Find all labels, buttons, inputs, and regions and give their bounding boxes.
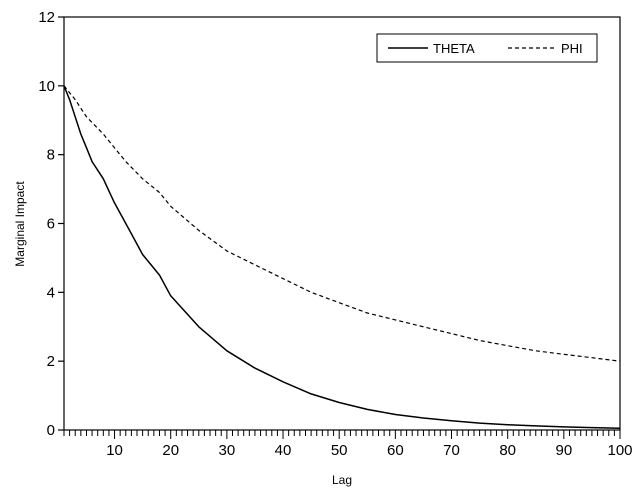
- x-tick-label: 80: [499, 442, 516, 459]
- x-tick-label: 30: [219, 442, 236, 459]
- x-tick-label: 60: [387, 442, 404, 459]
- y-axis: 0 2 4 6 8 10 12: [38, 9, 64, 439]
- y-tick-label: 4: [47, 284, 55, 301]
- x-axis-title: Lag: [332, 473, 352, 487]
- x-tick-label: 40: [275, 442, 292, 459]
- legend-label-phi: PHI: [561, 41, 583, 56]
- y-tick-label: 8: [47, 147, 55, 164]
- series-line-theta: [63, 85, 621, 430]
- y-axis-title: Marginal Impact: [13, 181, 27, 267]
- series-line-phi: [63, 85, 621, 362]
- x-axis: 10 20 30 40 50 60 70 80 90 100: [63, 430, 633, 459]
- legend-label-theta: THETA: [433, 41, 475, 56]
- x-tick-label: 90: [555, 442, 572, 459]
- y-tick-label: 0: [47, 422, 55, 439]
- legend: THETA PHI: [376, 33, 598, 63]
- x-tick-label: 10: [106, 442, 123, 459]
- y-tick-label: 6: [47, 216, 55, 233]
- x-tick-label: 100: [607, 442, 632, 459]
- plot-frame: [63, 16, 621, 431]
- x-tick-label: 70: [443, 442, 460, 459]
- y-tick-label: 10: [38, 78, 55, 95]
- x-tick-label: 50: [331, 442, 348, 459]
- y-tick-label: 2: [47, 353, 55, 370]
- y-tick-label: 12: [38, 9, 55, 26]
- x-tick-label: 20: [162, 442, 179, 459]
- series-layer: [63, 85, 621, 430]
